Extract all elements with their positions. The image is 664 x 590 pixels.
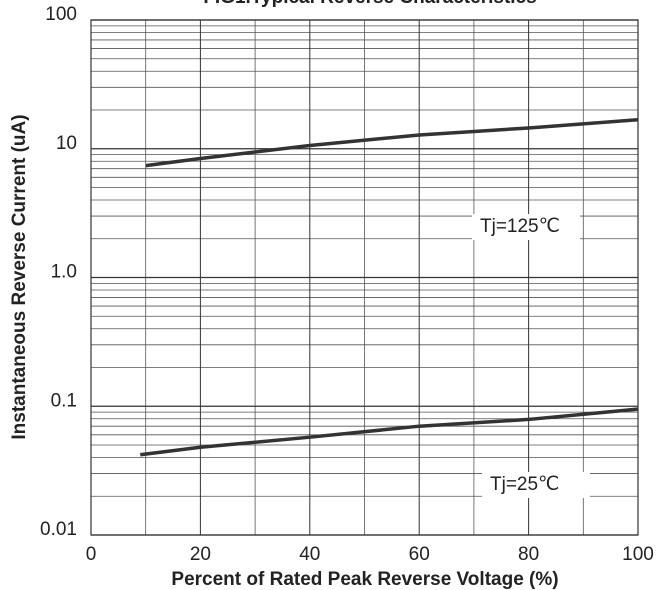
y-axis-label: Instantaneous Reverse Current (uA) [9,114,30,439]
y-tick-label: 0.01 [40,519,77,540]
y-tick-label: 10 [56,133,77,154]
x-tick-label: 80 [518,544,539,565]
y-tick-label: 1.0 [51,262,77,283]
plot-frame [90,19,639,536]
chart-title: FIG1.Typical Reverse Characteristics [203,0,536,8]
label-bg [482,472,590,498]
series-label: Tj=125℃ [480,216,560,237]
x-tick-label: 100 [622,544,654,565]
x-tick-label: 40 [299,544,320,565]
label-bg [472,214,580,240]
y-tick-label: 0.1 [51,390,77,411]
x-tick-label: 20 [190,544,211,565]
series-label: Tj=25℃ [490,474,559,495]
x-tick-label: 60 [409,544,430,565]
line [145,117,639,168]
x-axis-label: Percent of Rated Peak Reverse Voltage (%… [171,569,558,590]
line [140,407,639,457]
y-tick-label: 100 [45,4,77,25]
x-tick-label: 0 [86,544,97,565]
